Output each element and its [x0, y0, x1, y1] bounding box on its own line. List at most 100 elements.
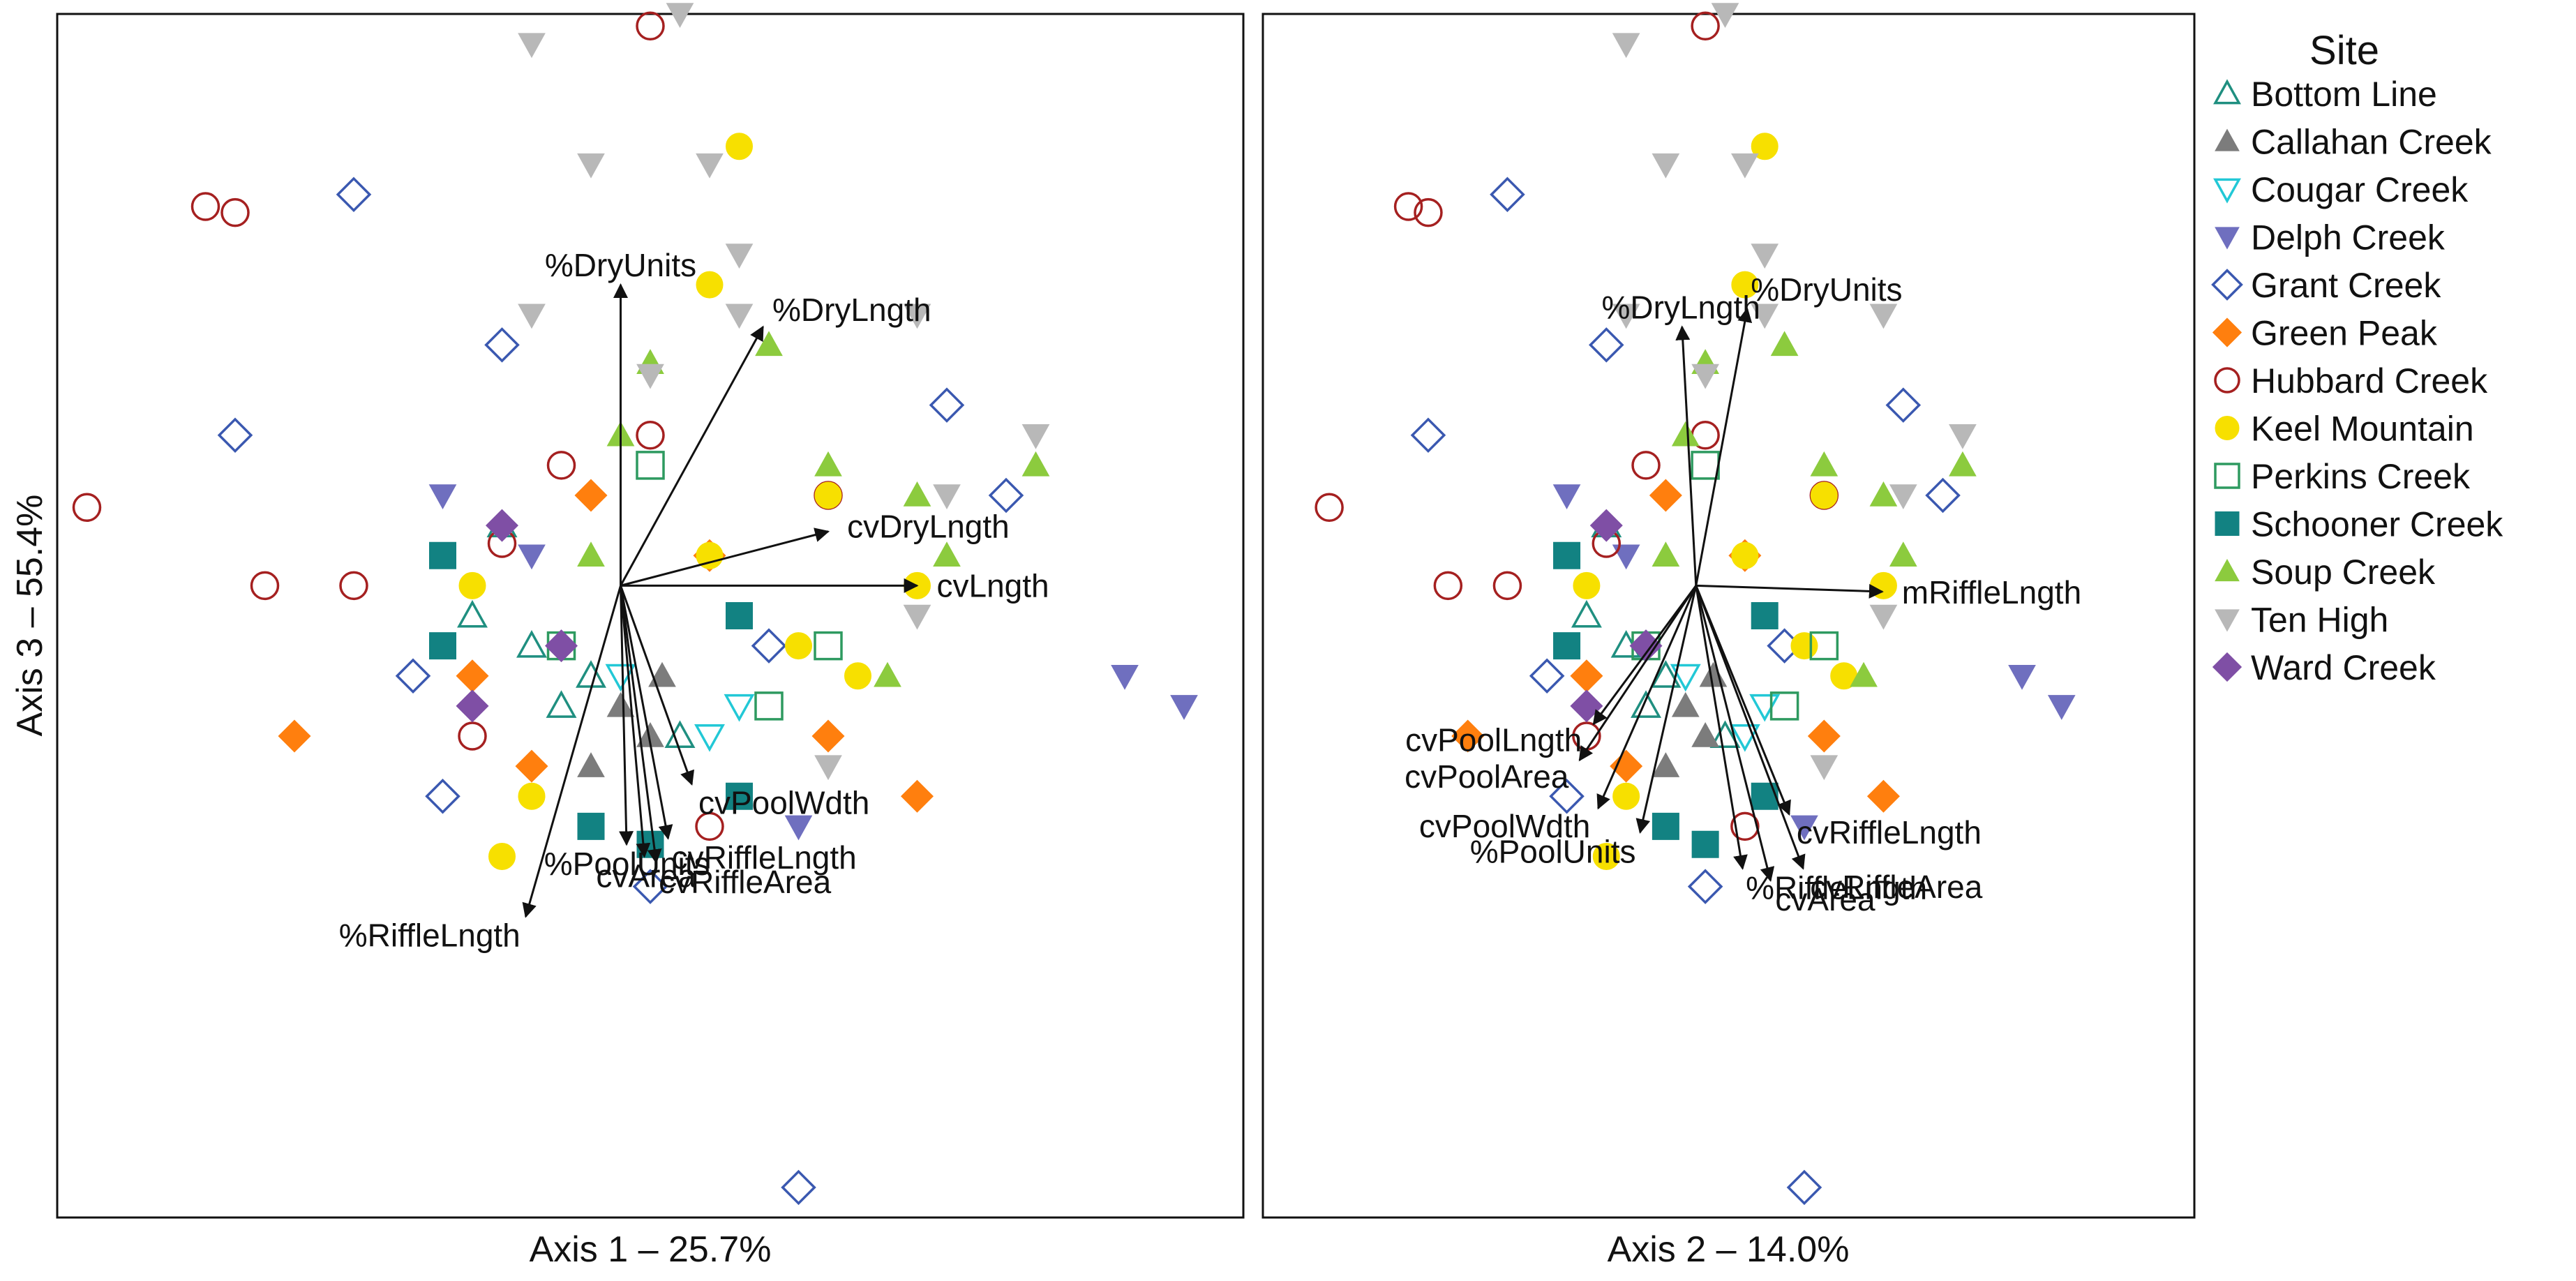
- point-grant-creek: [988, 477, 1024, 514]
- point-hubbard-creek: [636, 11, 665, 40]
- point-delph-creek: [518, 544, 546, 570]
- point-ten-high: [1652, 153, 1680, 179]
- point-hubbard-creek: [190, 192, 220, 221]
- point-perkins-creek: [754, 691, 784, 721]
- point-schooner-creek: [1751, 782, 1779, 810]
- point-ten-high: [518, 304, 546, 329]
- point-soup-creek: [1770, 331, 1799, 357]
- legend-title: Site: [2309, 28, 2379, 73]
- legend-entry-label: Callahan Creek: [2251, 123, 2492, 162]
- point-grant-creek: [1925, 477, 1961, 514]
- biplot-arrow: [620, 585, 695, 786]
- point-keel-mountain: [1751, 133, 1779, 160]
- point-soup-creek: [874, 661, 901, 687]
- point-delph-creek: [428, 484, 457, 510]
- biplot-label: cvRiffleLngth: [1797, 814, 1982, 851]
- biplot-arrow: [620, 585, 662, 864]
- point-keel-mountain: [785, 632, 812, 660]
- biplot-arrow: [620, 527, 830, 587]
- point-ten-high: [518, 33, 546, 59]
- point-hubbard-creek: [72, 493, 102, 522]
- point-grant-creek: [632, 869, 668, 904]
- x-axis-title: Axis 2 – 14.0%: [1608, 1229, 1850, 1270]
- biplot-label: cvLngth: [937, 567, 1049, 604]
- point-ten-high: [1731, 153, 1759, 179]
- point-ten-high: [1021, 424, 1050, 449]
- legend-marker: [2215, 416, 2240, 440]
- point-grant-creek: [1490, 177, 1525, 213]
- point-soup-creek: [1850, 661, 1878, 687]
- point-hubbard-creek: [339, 571, 368, 601]
- legend-marker: [2214, 463, 2240, 489]
- legend-entry-label: Green Peak: [2251, 314, 2438, 353]
- point-hubbard-creek: [458, 721, 487, 751]
- biplot-panel-axis2-axis3: %DryUnits%DryLngth mRiffleLngth cvPoolLngt…: [1261, 3, 2196, 1270]
- point-grant-creek: [781, 1169, 816, 1206]
- biplot-panel-axis1-axis3: %DryUnits %DryLngth cvDryLngth cvLngth cvPoo…: [10, 3, 1245, 1270]
- point-ten-high: [666, 3, 694, 29]
- point-grant-creek: [1589, 327, 1624, 363]
- point-soup-creek: [1810, 451, 1839, 477]
- point-keel-mountain: [1731, 271, 1759, 299]
- biplot-label: cvPoolArea: [1405, 758, 1569, 795]
- point-grant-creek: [751, 628, 787, 664]
- biplot-label: %DryUnits: [545, 247, 696, 283]
- biplot-label: mRiffleLngth: [1902, 574, 2081, 610]
- point-schooner-creek: [577, 812, 605, 840]
- point-green-peak: [1866, 779, 1900, 813]
- biplot-vectors-layer: %DryUnits %DryLngth cvDryLngth cvLngth cvPoo…: [339, 247, 1049, 954]
- point-callahan-creek: [1671, 691, 1700, 717]
- point-green-peak: [574, 479, 608, 512]
- biplot-arrow: [1695, 585, 1748, 870]
- point-green-peak: [1610, 749, 1643, 783]
- point-ward-creek: [1589, 509, 1623, 542]
- legend-marker: [2213, 178, 2241, 204]
- point-hubbard-creek: [1414, 197, 1443, 227]
- point-perkins-creek: [1809, 631, 1839, 661]
- point-schooner-creek: [429, 632, 456, 660]
- biplot-label: cvDryLngth: [847, 509, 1010, 545]
- point-ten-high: [1751, 304, 1779, 329]
- biplot-label: %PoolUnits: [1470, 833, 1636, 869]
- point-keel-mountain: [814, 481, 842, 509]
- point-keel-mountain: [1869, 571, 1897, 599]
- point-grant-creek: [1885, 387, 1922, 423]
- biplot-label: %DryLngth: [772, 292, 931, 328]
- point-keel-mountain: [1592, 843, 1620, 870]
- point-green-peak: [1451, 719, 1485, 753]
- point-grant-creek: [395, 658, 431, 694]
- point-ward-creek: [485, 509, 519, 542]
- point-ward-creek: [544, 629, 578, 663]
- point-cougar-creek: [724, 694, 755, 722]
- legend-marker: [2212, 317, 2242, 347]
- point-hubbard-creek: [546, 451, 576, 480]
- point-grant-creek: [1410, 417, 1446, 454]
- point-ten-high: [1612, 33, 1640, 59]
- point-keel-mountain: [696, 271, 724, 299]
- legend-marker: [2212, 652, 2242, 682]
- point-ten-high: [1949, 424, 1977, 449]
- point-delph-creek: [1111, 665, 1139, 690]
- point-soup-creek: [755, 331, 783, 357]
- legend-marker: [2213, 79, 2241, 105]
- biplot-label: cvPoolWdth: [1419, 808, 1590, 844]
- point-soup-creek: [1949, 451, 1977, 477]
- point-ten-high: [1612, 304, 1640, 329]
- point-keel-mountain: [1790, 632, 1818, 660]
- point-ten-high: [1869, 304, 1898, 329]
- point-ward-creek: [456, 689, 489, 723]
- point-perkins-creek: [1769, 691, 1799, 721]
- legend-marker: [2215, 609, 2240, 632]
- biplot-arrow: [522, 585, 622, 918]
- biplot-arrow: [620, 585, 673, 840]
- biplot-arrow: [620, 585, 651, 858]
- legend-entry-label: Grant Creek: [2251, 266, 2441, 305]
- point-ten-high: [725, 244, 754, 269]
- biplot-arrow: [619, 585, 634, 846]
- point-delph-creek: [1612, 544, 1640, 570]
- point-grant-creek: [1687, 869, 1723, 904]
- point-ten-high: [1711, 3, 1739, 29]
- point-hubbard-creek: [1492, 571, 1522, 601]
- point-grant-creek: [929, 387, 965, 423]
- point-soup-creek: [1869, 481, 1898, 507]
